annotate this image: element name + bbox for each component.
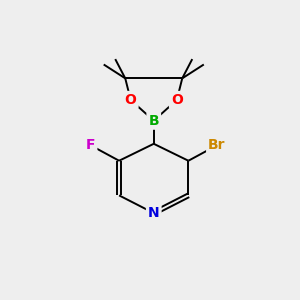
Text: O: O	[171, 93, 183, 107]
Text: B: B	[148, 114, 159, 128]
Text: F: F	[86, 138, 95, 152]
Text: N: N	[148, 206, 160, 220]
Text: O: O	[125, 93, 136, 107]
Text: Br: Br	[208, 138, 226, 152]
